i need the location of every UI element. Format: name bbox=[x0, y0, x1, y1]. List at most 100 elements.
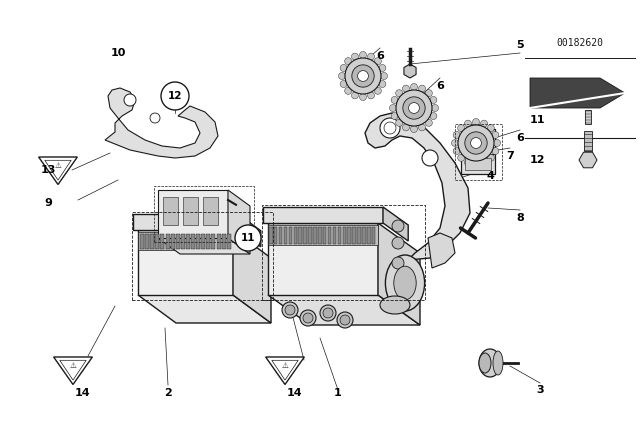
Circle shape bbox=[320, 305, 336, 321]
Text: 3: 3 bbox=[536, 385, 544, 395]
Bar bbox=[216, 234, 221, 249]
Circle shape bbox=[419, 85, 426, 92]
Bar bbox=[274, 227, 277, 244]
Text: 2: 2 bbox=[164, 388, 172, 398]
Circle shape bbox=[367, 92, 374, 99]
Polygon shape bbox=[138, 295, 271, 323]
Polygon shape bbox=[54, 357, 92, 384]
Text: 14: 14 bbox=[74, 388, 90, 398]
FancyBboxPatch shape bbox=[461, 154, 495, 174]
Circle shape bbox=[470, 138, 481, 148]
Circle shape bbox=[458, 125, 494, 161]
Circle shape bbox=[391, 96, 398, 103]
Bar bbox=[196, 234, 200, 249]
Polygon shape bbox=[268, 223, 378, 295]
Bar bbox=[191, 234, 195, 249]
Circle shape bbox=[451, 139, 458, 146]
Circle shape bbox=[300, 310, 316, 326]
Circle shape bbox=[345, 87, 351, 95]
Circle shape bbox=[410, 125, 417, 133]
Circle shape bbox=[381, 73, 387, 79]
Circle shape bbox=[408, 103, 419, 113]
Polygon shape bbox=[158, 190, 228, 238]
Text: ⚠: ⚠ bbox=[282, 361, 289, 370]
Circle shape bbox=[379, 81, 386, 87]
Bar bbox=[284, 227, 287, 244]
Circle shape bbox=[458, 155, 465, 161]
Bar bbox=[357, 227, 361, 244]
Bar bbox=[145, 234, 149, 249]
Circle shape bbox=[396, 90, 403, 97]
Circle shape bbox=[472, 119, 479, 125]
Circle shape bbox=[465, 159, 472, 166]
Bar bbox=[163, 197, 178, 225]
Bar bbox=[584, 131, 592, 151]
Bar bbox=[318, 227, 321, 244]
Bar bbox=[279, 227, 282, 244]
Circle shape bbox=[422, 150, 438, 166]
Bar bbox=[333, 227, 336, 244]
Polygon shape bbox=[133, 214, 238, 230]
Text: 6: 6 bbox=[436, 81, 444, 91]
Circle shape bbox=[345, 58, 381, 94]
Ellipse shape bbox=[394, 266, 416, 300]
Circle shape bbox=[403, 124, 410, 131]
FancyBboxPatch shape bbox=[465, 158, 491, 170]
Bar bbox=[362, 227, 365, 244]
Circle shape bbox=[360, 94, 367, 100]
Polygon shape bbox=[233, 230, 271, 323]
Circle shape bbox=[367, 53, 374, 60]
Bar bbox=[138, 232, 233, 250]
Circle shape bbox=[487, 125, 494, 132]
Polygon shape bbox=[404, 64, 416, 78]
Bar bbox=[298, 227, 302, 244]
Text: 6: 6 bbox=[376, 51, 384, 61]
Text: 6: 6 bbox=[516, 133, 524, 143]
Circle shape bbox=[396, 119, 403, 126]
Bar bbox=[166, 234, 170, 249]
Text: 12: 12 bbox=[529, 155, 545, 165]
Circle shape bbox=[392, 257, 404, 269]
Ellipse shape bbox=[493, 351, 503, 375]
Circle shape bbox=[323, 308, 333, 318]
Text: 4: 4 bbox=[486, 171, 494, 181]
Circle shape bbox=[481, 159, 488, 166]
Circle shape bbox=[150, 113, 160, 123]
Bar bbox=[328, 227, 332, 244]
Bar bbox=[338, 227, 341, 244]
Circle shape bbox=[481, 120, 488, 127]
Polygon shape bbox=[266, 357, 305, 384]
Polygon shape bbox=[138, 230, 233, 295]
Circle shape bbox=[390, 104, 397, 112]
Polygon shape bbox=[428, 233, 455, 268]
Circle shape bbox=[392, 237, 404, 249]
Circle shape bbox=[384, 122, 396, 134]
Text: 13: 13 bbox=[40, 165, 56, 175]
Bar bbox=[186, 234, 190, 249]
Bar bbox=[176, 234, 180, 249]
Bar bbox=[269, 227, 273, 244]
Polygon shape bbox=[268, 295, 420, 325]
Text: 14: 14 bbox=[287, 388, 303, 398]
Ellipse shape bbox=[479, 353, 491, 373]
Circle shape bbox=[337, 312, 353, 328]
Circle shape bbox=[487, 155, 494, 161]
Text: 7: 7 bbox=[506, 151, 514, 161]
Polygon shape bbox=[38, 157, 77, 185]
Text: ⚠: ⚠ bbox=[70, 361, 76, 370]
Circle shape bbox=[458, 125, 465, 132]
Ellipse shape bbox=[479, 349, 501, 377]
Circle shape bbox=[492, 131, 499, 138]
Polygon shape bbox=[365, 113, 470, 260]
Polygon shape bbox=[383, 207, 408, 241]
Bar bbox=[140, 234, 144, 249]
Polygon shape bbox=[45, 160, 71, 180]
Bar bbox=[183, 197, 198, 225]
Text: 00182620: 00182620 bbox=[557, 38, 604, 48]
Bar bbox=[268, 225, 378, 245]
Circle shape bbox=[431, 104, 438, 112]
Circle shape bbox=[396, 90, 432, 126]
Text: 11: 11 bbox=[241, 233, 255, 243]
Circle shape bbox=[285, 305, 295, 315]
Circle shape bbox=[419, 124, 426, 131]
